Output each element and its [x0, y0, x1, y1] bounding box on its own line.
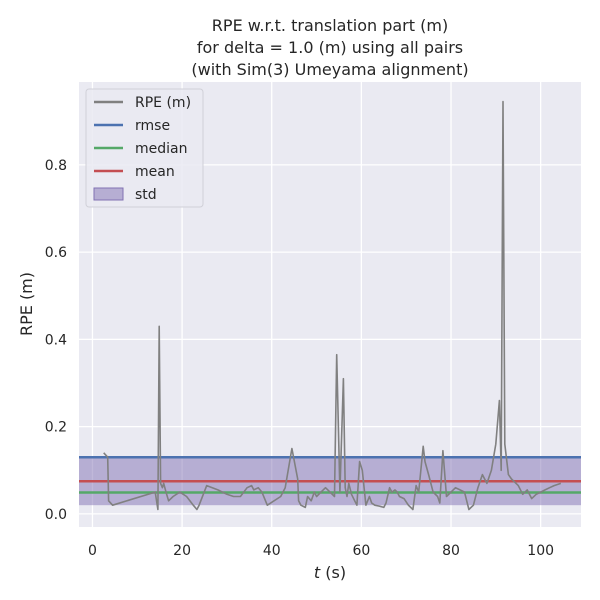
legend: RPE (m) rmse median mean std — [85, 88, 204, 208]
x-axis-label: t (s) — [314, 563, 346, 582]
rpe-series-line — [103, 100, 562, 511]
y-ticks: 0.0 0.2 0.4 0.6 0.8 — [45, 158, 67, 523]
x-tick-label: 100 — [527, 543, 554, 559]
y-tick-label: 0.0 — [45, 507, 67, 523]
x-axis-unit: (s) — [320, 563, 346, 582]
series-layer — [103, 100, 562, 511]
title-line-1: RPE w.r.t. translation part (m) — [212, 16, 448, 35]
x-tick-label: 40 — [263, 543, 281, 559]
grid — [79, 82, 581, 527]
legend-label: rmse — [135, 118, 170, 134]
x-tick-label: 60 — [352, 543, 370, 559]
x-tick-label: 0 — [88, 543, 97, 559]
legend-label: median — [135, 141, 187, 157]
legend-label: RPE (m) — [135, 95, 191, 111]
legend-label: mean — [135, 164, 175, 180]
legend-items: RPE (m) rmse median mean std — [93, 95, 191, 203]
x-axis-variable: t — [314, 563, 321, 582]
y-tick-label: 0.6 — [45, 245, 67, 261]
legend-swatch-std — [93, 187, 124, 201]
x-tick-label: 20 — [173, 543, 191, 559]
title-line-2: for delta = 1.0 (m) using all pairs — [197, 38, 463, 57]
stat-bands — [79, 455, 581, 506]
y-tick-label: 0.8 — [45, 158, 67, 174]
y-tick-label: 0.4 — [45, 332, 67, 348]
title-line-3: (with Sim(3) Umeyama alignment) — [191, 60, 468, 79]
y-axis-label: RPE (m) — [17, 272, 36, 336]
chart-title: RPE w.r.t. translation part (m) for delt… — [191, 16, 468, 79]
legend-box — [85, 88, 204, 208]
x-tick-label: 80 — [442, 543, 460, 559]
legend-label: std — [135, 187, 157, 203]
x-ticks: 0 20 40 60 80 100 — [88, 543, 554, 559]
y-tick-label: 0.2 — [45, 420, 67, 436]
